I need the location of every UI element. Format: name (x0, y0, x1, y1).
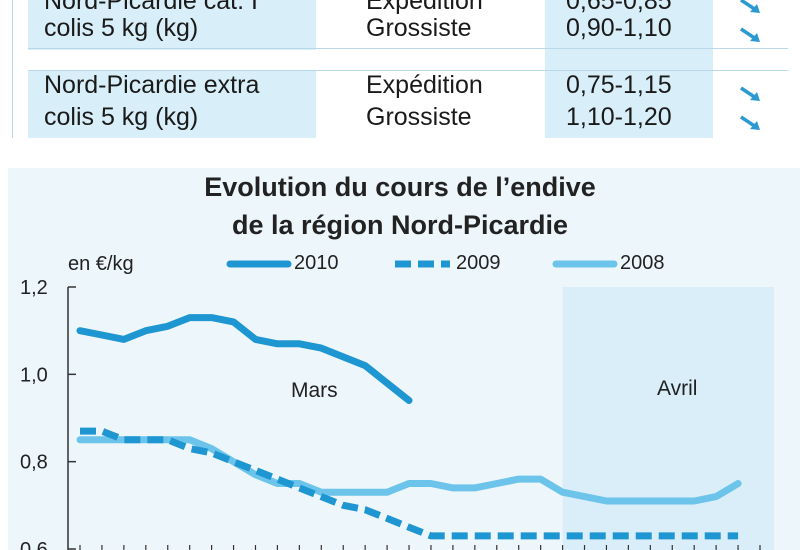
trend-down-icon (740, 86, 760, 101)
product-name-line1: Nord-Picardie cat. I (44, 0, 258, 15)
april-shaded-region (562, 287, 774, 550)
stage-label: Expédition (366, 0, 483, 15)
price-range: 0,65-0,85 (566, 0, 672, 15)
product-cell-bg-row1 (28, 0, 316, 50)
trend-down-icon (740, 27, 760, 42)
chart-title-line2: de la région Nord-Picardie (231, 210, 569, 240)
y-tick-label: 1,2 (20, 277, 48, 299)
y-tick-label: 0,8 (20, 452, 48, 474)
legend-label-2008: 2008 (620, 252, 665, 274)
series-line-2008 (76, 436, 742, 505)
y-tick-label: 1,0 (20, 364, 48, 386)
price-range: 0,75-1,15 (566, 71, 672, 99)
trend-down-icon (740, 115, 760, 130)
price-range: 1,10-1,20 (566, 103, 672, 131)
y-tick-label: 0,6 (20, 539, 48, 550)
legend-label-2010: 2010 (294, 252, 339, 274)
stage-label: Grossiste (366, 14, 472, 42)
table-left-border (12, 0, 13, 138)
legend-label-2009: 2009 (456, 252, 501, 274)
chart-title-line1: Evolution du cours de l’endive (204, 172, 596, 202)
price-range: 0,90-1,10 (566, 14, 672, 42)
series-line-2010 (76, 314, 413, 404)
row-divider-top (28, 70, 788, 71)
series-line-2009 (80, 427, 739, 540)
stage-label: Expédition (366, 71, 483, 99)
row-divider (28, 48, 788, 49)
month-label-avril: Avril (657, 377, 698, 400)
product-name-line2: colis 5 kg (kg) (44, 14, 199, 42)
product-cell-bg-row2 (28, 70, 316, 138)
price-column-bg (545, 0, 713, 138)
month-label-mars: Mars (291, 379, 338, 402)
trend-down-icon (740, 0, 760, 13)
price-table: Nord-Picardie cat. I colis 5 kg (kg) Exp… (0, 0, 800, 140)
stage-label: Grossiste (366, 103, 472, 131)
y-axis-unit-label: en €/kg (68, 253, 134, 275)
product-name-line1: Nord-Picardie extra (44, 71, 260, 99)
product-name-line2: colis 5 kg (kg) (44, 103, 199, 131)
